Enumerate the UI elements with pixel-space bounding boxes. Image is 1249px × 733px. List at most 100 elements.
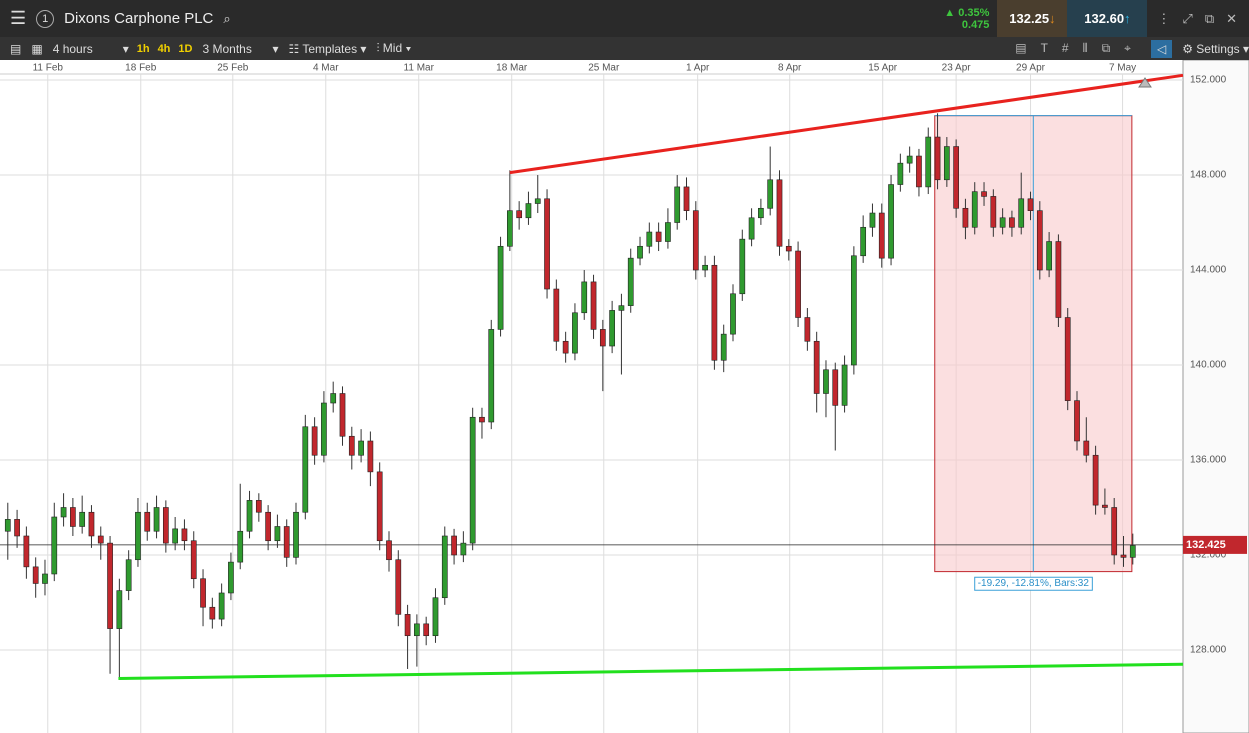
- y-tick-label: 136.000: [1190, 455, 1227, 466]
- menu-button[interactable]: ☰: [10, 8, 27, 28]
- candle-body: [153, 507, 160, 532]
- buy-price: 132.60: [1084, 11, 1125, 26]
- candle-body: [172, 528, 179, 544]
- up-arrow: ↑: [1124, 11, 1131, 26]
- candle-body: [1009, 217, 1015, 228]
- search[interactable]: ⌕: [223, 10, 231, 26]
- price-tag-label: 132.425: [1186, 539, 1226, 551]
- candle-body: [599, 329, 606, 347]
- candle-body: [237, 530, 244, 563]
- candle-body: [181, 528, 188, 542]
- y-tick-label: 140.000: [1190, 360, 1227, 371]
- candle-body: [609, 310, 615, 347]
- candle-body: [1064, 317, 1071, 401]
- list-icon[interactable]: ▤: [10, 41, 22, 56]
- templates-text: Templates: [302, 41, 358, 56]
- candle-body: [618, 305, 625, 311]
- candle-body: [1027, 198, 1034, 211]
- x-tick-label: 25 Mar: [588, 63, 620, 74]
- candle-body: [14, 519, 20, 537]
- candle-body: [990, 196, 997, 228]
- candle-body: [116, 590, 123, 629]
- settings-text: Settings: [1196, 41, 1240, 56]
- alert-marker: [1138, 77, 1152, 88]
- candle-body: [70, 507, 76, 527]
- interval-1d[interactable]: 1D: [178, 42, 193, 55]
- price-axis-bg: [1182, 60, 1249, 733]
- down-arrow: ↓: [1049, 11, 1056, 26]
- candle-body: [79, 511, 86, 527]
- drawing-tools[interactable]: ▤T#⫴⧉⌖: [1015, 41, 1145, 55]
- candle-body: [283, 526, 290, 558]
- sell-button[interactable]: 132.25 ↓: [997, 0, 1068, 37]
- candle-body: [711, 264, 718, 361]
- change-pct: ▲ 0.35%: [944, 6, 990, 19]
- interval-4h[interactable]: 4h: [157, 42, 171, 55]
- candle-body: [832, 369, 839, 406]
- layout-icon[interactable]: ▦: [31, 41, 43, 56]
- candle-body: [321, 402, 327, 456]
- candle-body: [934, 136, 941, 181]
- candle-body: [107, 542, 113, 629]
- change-abs: 0.475: [961, 18, 990, 31]
- price-type-select[interactable]: ⫶ Mid ▾: [376, 41, 412, 55]
- dropdown: ▾: [122, 41, 129, 56]
- candle-body: [1018, 198, 1025, 228]
- candle-body: [637, 245, 643, 259]
- candle-body: [479, 416, 485, 423]
- candle-body: [1055, 241, 1062, 318]
- candle-body: [228, 561, 234, 594]
- candle-body: [878, 212, 885, 259]
- candle-body: [683, 186, 690, 211]
- x-tick-label: 11 Mar: [404, 63, 435, 74]
- candle-body: [925, 136, 932, 188]
- candle-body: [692, 210, 699, 271]
- interval-select[interactable]: 4 hours: [52, 41, 93, 56]
- templates-button[interactable]: ☷ Templates ▾: [288, 41, 367, 56]
- x-tick-label: 25 Feb: [217, 63, 249, 74]
- candle-body: [1102, 504, 1108, 508]
- candle-body: [460, 542, 467, 556]
- candle-body: [516, 210, 523, 219]
- candle-body: [376, 471, 383, 542]
- buy-button[interactable]: 132.60 ↑: [1067, 0, 1148, 37]
- candle-body: [674, 186, 681, 223]
- candle-body: [702, 264, 708, 271]
- candle-body: [330, 393, 337, 404]
- window-controls[interactable]: ⋮⤢⧉✕: [1157, 10, 1249, 26]
- candle-body: [144, 511, 151, 532]
- active-tool[interactable]: ◁: [1150, 39, 1173, 58]
- interval-1h[interactable]: 1h: [136, 42, 150, 55]
- y-tick-label: 152.000: [1190, 75, 1227, 86]
- range-select[interactable]: 3 Months: [202, 41, 252, 56]
- candle-body: [51, 516, 58, 575]
- candle-body: [962, 207, 969, 228]
- candle-body: [414, 623, 420, 637]
- y-tick-label: 148.000: [1190, 170, 1227, 181]
- candle-body: [795, 250, 801, 318]
- candle-body: [943, 146, 950, 181]
- candle-body: [767, 179, 774, 209]
- x-tick-label: 18 Mar: [496, 63, 528, 74]
- candle-body: [525, 203, 532, 219]
- candle-body: [916, 155, 922, 188]
- candle-body: [785, 245, 792, 252]
- candle-body: [888, 184, 894, 259]
- header: ☰ 1 Dixons Carphone PLC ⌕ ▲ 0.35% 0.475 1…: [0, 0, 1249, 37]
- candle-body: [804, 317, 811, 342]
- settings-button[interactable]: ⚙ Settings ▾: [1182, 41, 1249, 56]
- candle-body: [1036, 210, 1043, 271]
- candle-body: [507, 210, 513, 247]
- candle-body: [358, 440, 364, 456]
- candle-body: [590, 281, 597, 330]
- tab-number[interactable]: 1: [36, 9, 55, 28]
- candle-body: [1120, 554, 1127, 558]
- instrument: Dixons Carphone PLC: [64, 10, 214, 27]
- candle-body: [841, 364, 848, 406]
- candle-body: [851, 255, 857, 366]
- candle-body: [758, 207, 764, 219]
- trendline: [118, 662, 1184, 680]
- candle-body: [404, 614, 411, 637]
- candle-body: [218, 592, 225, 620]
